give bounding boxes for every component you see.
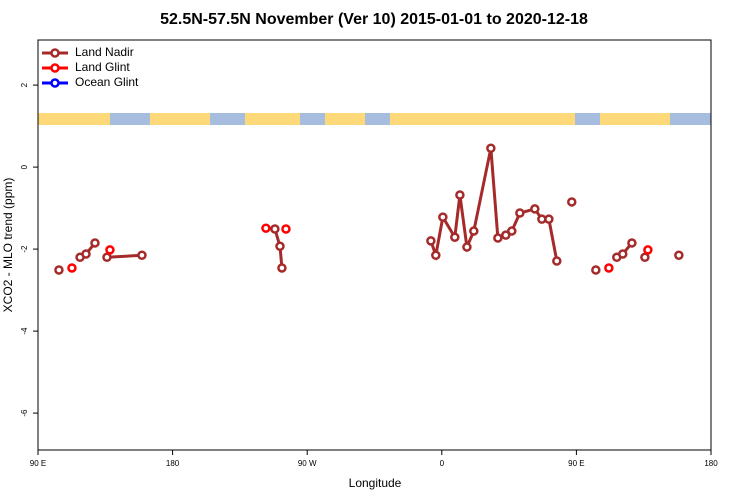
data-point — [530, 204, 540, 214]
x-tick-label: 180 — [166, 459, 180, 468]
data-point — [515, 208, 525, 218]
x-axis-label: Longitude — [349, 476, 402, 490]
y-tick-label: -2 — [20, 245, 29, 253]
data-point — [54, 265, 64, 275]
data-point — [604, 263, 614, 273]
data-point — [674, 250, 684, 260]
data-point — [81, 249, 91, 259]
data-point — [67, 263, 77, 273]
data-point — [455, 190, 465, 200]
legend-label: Ocean Glint — [75, 75, 139, 89]
series-line — [106, 253, 143, 259]
data-point — [462, 242, 472, 252]
data-point — [270, 224, 280, 234]
y-tick-label: -6 — [20, 409, 29, 417]
data-point — [105, 245, 115, 255]
x-tick-label: 90 E — [568, 459, 584, 468]
data-point — [102, 252, 112, 263]
x-tick-label: 90 W — [298, 459, 317, 468]
data-point — [640, 252, 650, 263]
data-point — [618, 249, 628, 259]
data-point — [507, 226, 517, 236]
data-point — [567, 197, 577, 207]
data-point — [137, 250, 147, 260]
data-point — [469, 226, 479, 236]
data-point — [552, 256, 562, 266]
legend-label: Land Nadir — [75, 45, 134, 59]
plot-frame — [37, 39, 712, 451]
legend-label: Land Glint — [75, 60, 130, 74]
y-tick-label: -4 — [20, 327, 29, 335]
data-point — [450, 232, 460, 242]
series-line — [429, 147, 559, 262]
chart-title: 52.5N-57.5N November (Ver 10) 2015-01-01… — [160, 11, 588, 28]
legend-marker — [50, 63, 60, 73]
data-point — [493, 233, 503, 243]
data-point — [261, 223, 271, 233]
y-tick-label: 0 — [20, 164, 29, 169]
data-point — [591, 265, 601, 275]
y-tick-label: 2 — [20, 82, 29, 87]
x-tick-label: 180 — [704, 459, 718, 468]
data-point — [275, 241, 285, 251]
data-point — [643, 245, 653, 255]
legend-marker — [50, 78, 60, 88]
data-point — [501, 230, 511, 240]
legend-marker — [50, 48, 60, 58]
data-point — [431, 250, 441, 260]
x-tick-label: 0 — [440, 459, 445, 468]
x-tick-label: 90 E — [30, 459, 46, 468]
data-point — [544, 214, 554, 224]
data-point — [486, 143, 496, 153]
data-point — [281, 224, 291, 234]
data-point — [627, 238, 637, 248]
data-point — [277, 263, 287, 273]
data-point — [90, 238, 100, 248]
data-point — [438, 212, 448, 222]
y-axis-label: XCO2 - MLO trend (ppm) — [1, 178, 15, 313]
map-strip — [38, 113, 711, 125]
data-point — [426, 236, 436, 246]
